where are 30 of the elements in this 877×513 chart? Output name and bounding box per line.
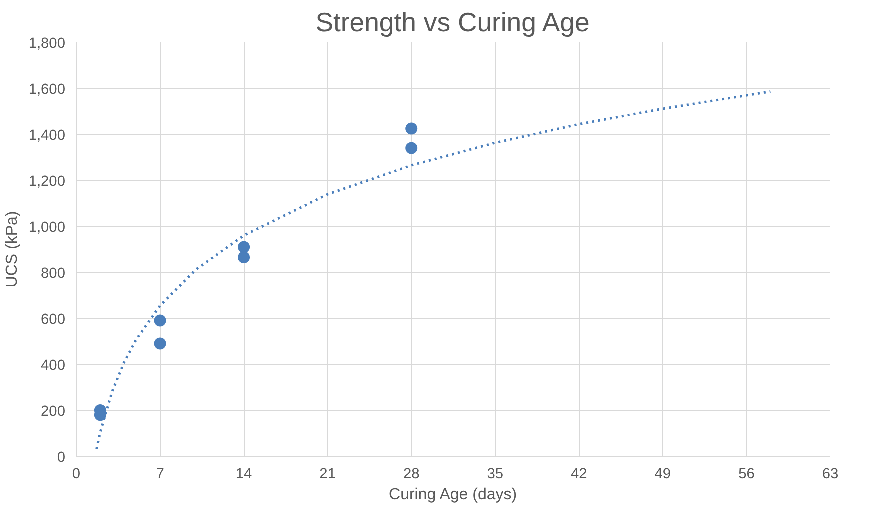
y-tick-label: 1,200 — [28, 174, 66, 190]
y-tick-label: 1,800 — [28, 36, 66, 52]
y-tick-label: 600 — [41, 312, 66, 328]
x-tick-label: 28 — [403, 466, 420, 482]
point — [238, 241, 250, 254]
x-tick-label: 56 — [738, 466, 755, 482]
x-tick-label: 35 — [487, 466, 504, 482]
line-series — [96, 90, 772, 450]
y-tick-label: 200 — [41, 404, 66, 420]
x-tick-label: 63 — [822, 466, 839, 482]
y-tick-label: 400 — [41, 358, 66, 374]
x-axis-title: Curing Age (days) — [389, 486, 518, 504]
y-tick-label: 800 — [41, 266, 66, 282]
point — [154, 338, 166, 350]
point — [406, 142, 418, 154]
x-tick-label: 14 — [236, 466, 252, 482]
point — [406, 122, 418, 135]
x-tick-label: 49 — [654, 466, 672, 482]
chart-title: Strength vs Curing Age — [316, 8, 590, 38]
point — [238, 252, 250, 264]
y-tick-label: 1,600 — [28, 82, 66, 98]
y-axis-title: UCS (kPa) — [4, 211, 21, 288]
point — [154, 314, 166, 327]
y-tick-label: 1,400 — [28, 128, 66, 144]
x-tick-label: 21 — [320, 466, 336, 482]
x-tick-label: 7 — [156, 466, 164, 482]
y-tick-label: 1,000 — [28, 220, 66, 236]
y-tick-label: 0 — [57, 450, 66, 466]
x-tick-label: 0 — [72, 466, 81, 482]
x-tick-label: 42 — [571, 466, 588, 482]
